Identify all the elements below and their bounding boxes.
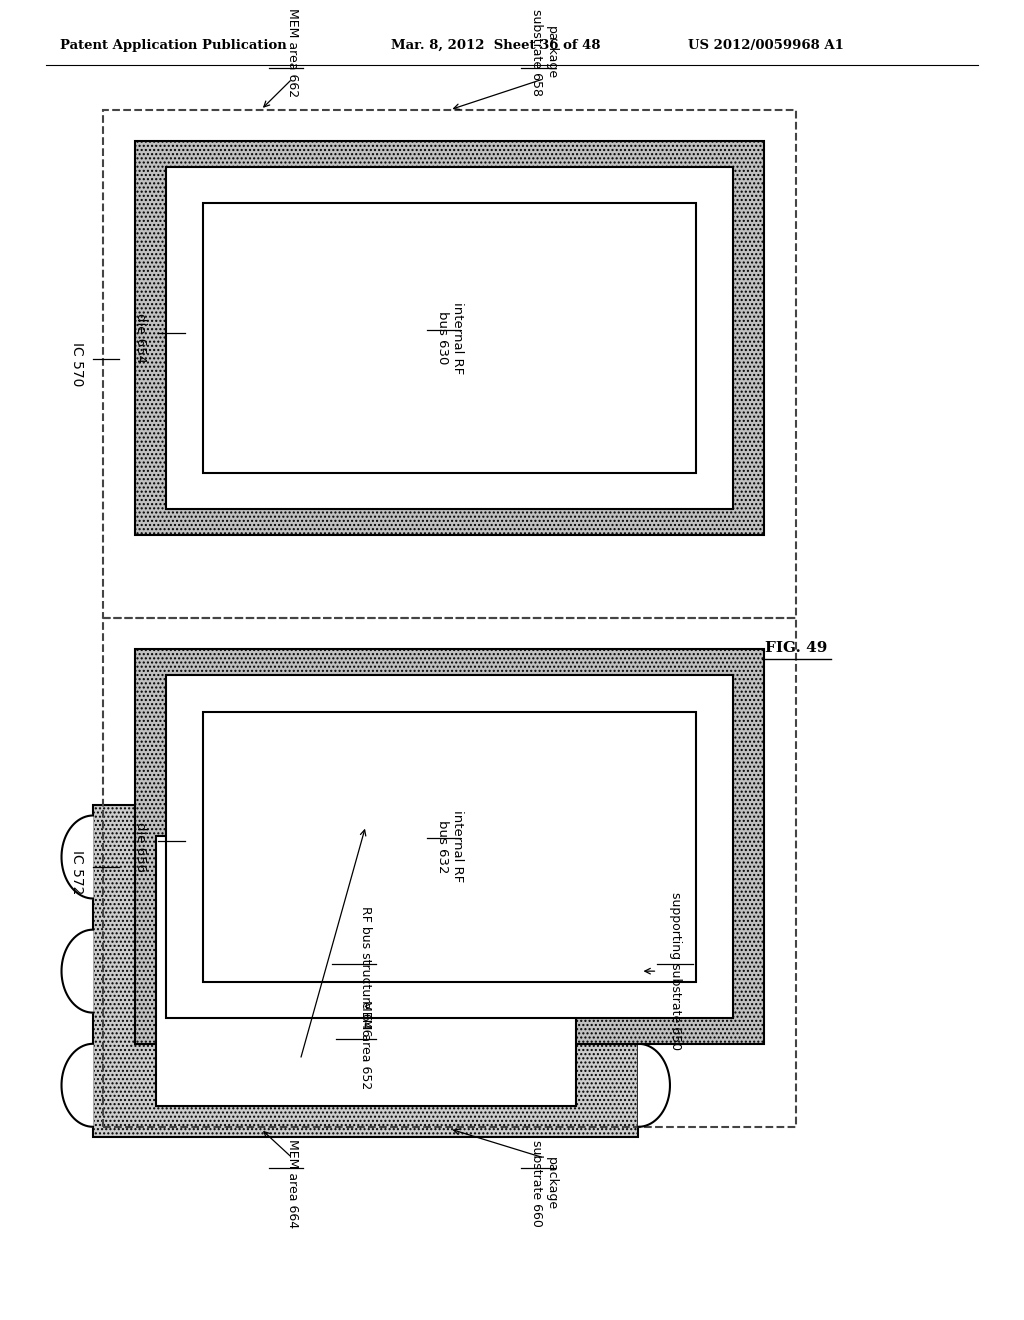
Bar xyxy=(203,711,696,982)
Text: US 2012/0059968 A1: US 2012/0059968 A1 xyxy=(688,38,844,51)
Bar xyxy=(203,203,696,473)
Polygon shape xyxy=(61,816,93,899)
Text: IC 570: IC 570 xyxy=(71,342,84,387)
Polygon shape xyxy=(639,929,670,1012)
Bar xyxy=(167,676,733,1018)
Text: supporting substrate 650: supporting substrate 650 xyxy=(669,892,682,1051)
Polygon shape xyxy=(61,1044,93,1127)
Text: Patent Application Publication: Patent Application Publication xyxy=(60,38,287,51)
Bar xyxy=(135,141,764,536)
Bar xyxy=(156,837,575,1106)
Polygon shape xyxy=(639,816,670,899)
Text: package
substrate 660: package substrate 660 xyxy=(530,1140,558,1228)
Text: MEM area 662: MEM area 662 xyxy=(286,8,299,98)
Polygon shape xyxy=(61,929,93,1012)
Text: die 656: die 656 xyxy=(134,821,146,871)
Text: MEM area 664: MEM area 664 xyxy=(286,1139,299,1229)
Polygon shape xyxy=(639,1044,670,1127)
Text: die 654: die 654 xyxy=(134,313,146,363)
Bar xyxy=(167,166,733,510)
Text: FIG. 49: FIG. 49 xyxy=(765,642,827,655)
Bar xyxy=(93,805,639,1137)
Text: package
substrate 658: package substrate 658 xyxy=(530,9,558,96)
Text: internal RF
bus 630: internal RF bus 630 xyxy=(435,302,464,375)
Bar xyxy=(103,110,796,618)
Text: Mar. 8, 2012  Sheet 36 of 48: Mar. 8, 2012 Sheet 36 of 48 xyxy=(391,38,601,51)
Text: IC 572: IC 572 xyxy=(71,850,84,895)
Bar xyxy=(103,618,796,1127)
Text: RF bus structure 646: RF bus structure 646 xyxy=(359,906,373,1036)
Bar xyxy=(135,649,764,1044)
Text: MEM area 652: MEM area 652 xyxy=(359,999,373,1089)
Text: internal RF
bus 632: internal RF bus 632 xyxy=(435,810,464,883)
